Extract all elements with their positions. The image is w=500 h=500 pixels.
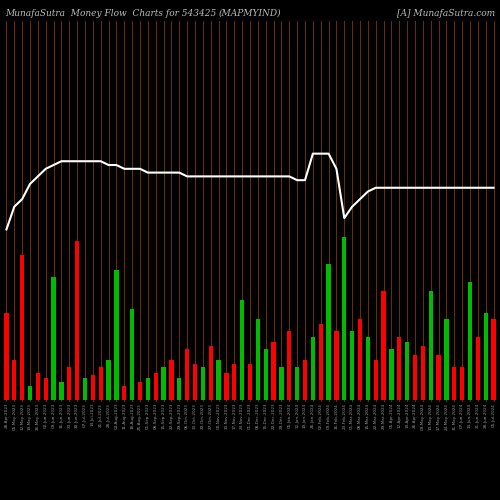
Bar <box>444 318 448 400</box>
Bar <box>75 240 80 400</box>
Bar <box>366 336 370 400</box>
Bar <box>256 318 260 400</box>
Text: MunafaSutra  Money Flow  Charts for 543425: MunafaSutra Money Flow Charts for 543425 <box>5 9 216 18</box>
Bar <box>390 350 394 400</box>
Bar <box>240 300 244 400</box>
Bar <box>44 378 48 400</box>
Bar <box>52 277 56 400</box>
Bar <box>468 282 472 400</box>
Bar <box>83 378 87 400</box>
Bar <box>28 386 32 400</box>
Bar <box>200 368 205 400</box>
Bar <box>405 342 409 400</box>
Text: [A] MunafaSutra.com: [A] MunafaSutra.com <box>397 9 495 18</box>
Bar <box>146 378 150 400</box>
Bar <box>162 368 166 400</box>
Bar <box>295 368 300 400</box>
Bar <box>60 382 64 400</box>
Bar <box>232 364 236 400</box>
Bar <box>185 350 190 400</box>
Bar <box>303 360 307 400</box>
Bar <box>98 368 103 400</box>
Bar <box>350 331 354 400</box>
Bar <box>272 342 276 400</box>
Bar <box>287 331 292 400</box>
Bar <box>170 360 173 400</box>
Bar <box>67 368 71 400</box>
Bar <box>382 292 386 400</box>
Bar <box>138 382 142 400</box>
Text: (MAPMYIND): (MAPMYIND) <box>218 9 282 18</box>
Bar <box>122 386 126 400</box>
Bar <box>428 292 433 400</box>
Bar <box>334 331 338 400</box>
Bar <box>413 354 417 400</box>
Bar <box>436 354 440 400</box>
Bar <box>177 378 182 400</box>
Bar <box>420 346 425 400</box>
Bar <box>216 360 220 400</box>
Bar <box>374 360 378 400</box>
Bar <box>114 270 118 400</box>
Bar <box>106 360 110 400</box>
Bar <box>20 255 24 400</box>
Bar <box>248 364 252 400</box>
Bar <box>358 318 362 400</box>
Bar <box>310 336 315 400</box>
Bar <box>484 313 488 400</box>
Bar <box>90 374 95 400</box>
Bar <box>326 264 330 400</box>
Bar <box>154 373 158 400</box>
Bar <box>264 350 268 400</box>
Bar <box>397 336 402 400</box>
Bar <box>224 373 228 400</box>
Bar <box>36 373 40 400</box>
Bar <box>4 313 8 400</box>
Bar <box>208 346 213 400</box>
Bar <box>280 368 283 400</box>
Bar <box>492 318 496 400</box>
Bar <box>12 360 16 400</box>
Bar <box>130 310 134 400</box>
Bar <box>476 336 480 400</box>
Bar <box>452 368 456 400</box>
Bar <box>318 324 323 400</box>
Bar <box>460 368 464 400</box>
Bar <box>193 364 197 400</box>
Bar <box>342 237 346 400</box>
